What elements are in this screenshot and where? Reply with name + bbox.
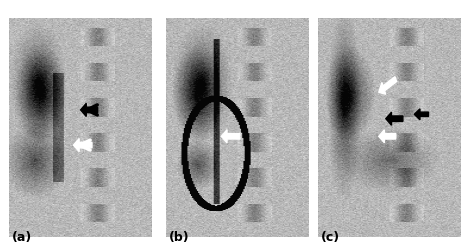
Text: (c): (c): [320, 231, 339, 244]
FancyArrow shape: [379, 77, 397, 94]
FancyArrow shape: [379, 130, 396, 143]
Text: (b): (b): [169, 231, 190, 244]
FancyArrow shape: [73, 138, 92, 152]
FancyArrow shape: [386, 112, 403, 125]
FancyArrow shape: [414, 109, 428, 120]
FancyArrow shape: [81, 103, 98, 117]
FancyArrow shape: [221, 130, 240, 143]
Text: (a): (a): [12, 231, 33, 244]
